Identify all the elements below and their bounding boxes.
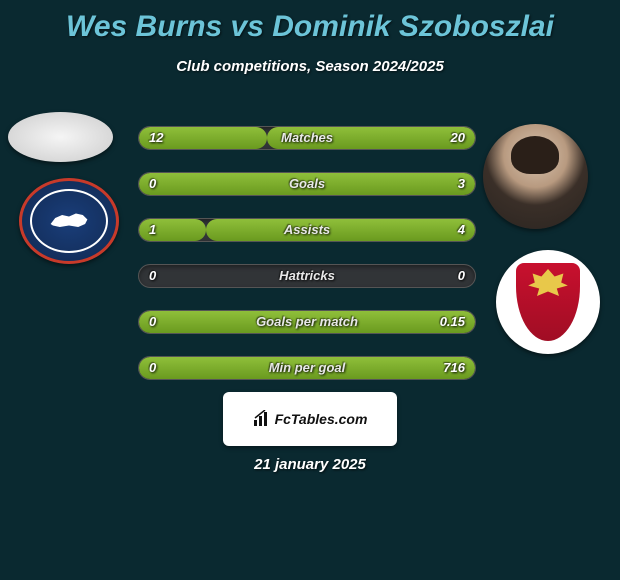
brand-badge: FcTables.com [223, 392, 397, 446]
stat-right-value: 716 [443, 357, 465, 379]
stat-label: Hattricks [279, 265, 335, 287]
stat-row: 0 Hattricks 0 [138, 264, 476, 288]
date-text: 21 january 2025 [254, 456, 366, 473]
page-title: Wes Burns vs Dominik Szoboszlai [0, 0, 620, 44]
left-club-crest [19, 178, 119, 264]
stat-left-value: 12 [149, 127, 163, 149]
stat-label: Matches [281, 127, 333, 149]
brand-text: FcTables.com [275, 411, 368, 427]
right-club-crest [496, 250, 600, 354]
right-player-avatar [483, 124, 588, 229]
stat-label: Goals [289, 173, 325, 195]
stat-label: Goals per match [256, 311, 358, 333]
stat-left-value: 0 [149, 357, 156, 379]
stat-right-value: 0 [458, 265, 465, 287]
stat-label: Assists [284, 219, 330, 241]
stat-right-value: 0.15 [440, 311, 465, 333]
stat-right-value: 3 [458, 173, 465, 195]
comparison-chart: 12 Matches 20 0 Goals 3 1 Assists 4 0 Hattricks 0 0 G… [138, 126, 476, 402]
stat-left-value: 0 [149, 173, 156, 195]
stat-row: 0 Goals 3 [138, 172, 476, 196]
stat-right-value: 4 [458, 219, 465, 241]
horse-icon [46, 206, 92, 236]
chart-icon [253, 410, 271, 428]
stat-left-value: 1 [149, 219, 156, 241]
stat-label: Min per goal [269, 357, 346, 379]
shield-icon [516, 263, 580, 341]
bar-fill-right [206, 219, 475, 241]
stat-right-value: 20 [451, 127, 465, 149]
stat-row: 1 Assists 4 [138, 218, 476, 242]
left-player-avatar [8, 112, 113, 162]
stat-left-value: 0 [149, 311, 156, 333]
stat-left-value: 0 [149, 265, 156, 287]
stat-row: 0 Goals per match 0.15 [138, 310, 476, 334]
page-subtitle: Club competitions, Season 2024/2025 [0, 58, 620, 75]
stat-row: 0 Min per goal 716 [138, 356, 476, 380]
stat-row: 12 Matches 20 [138, 126, 476, 150]
